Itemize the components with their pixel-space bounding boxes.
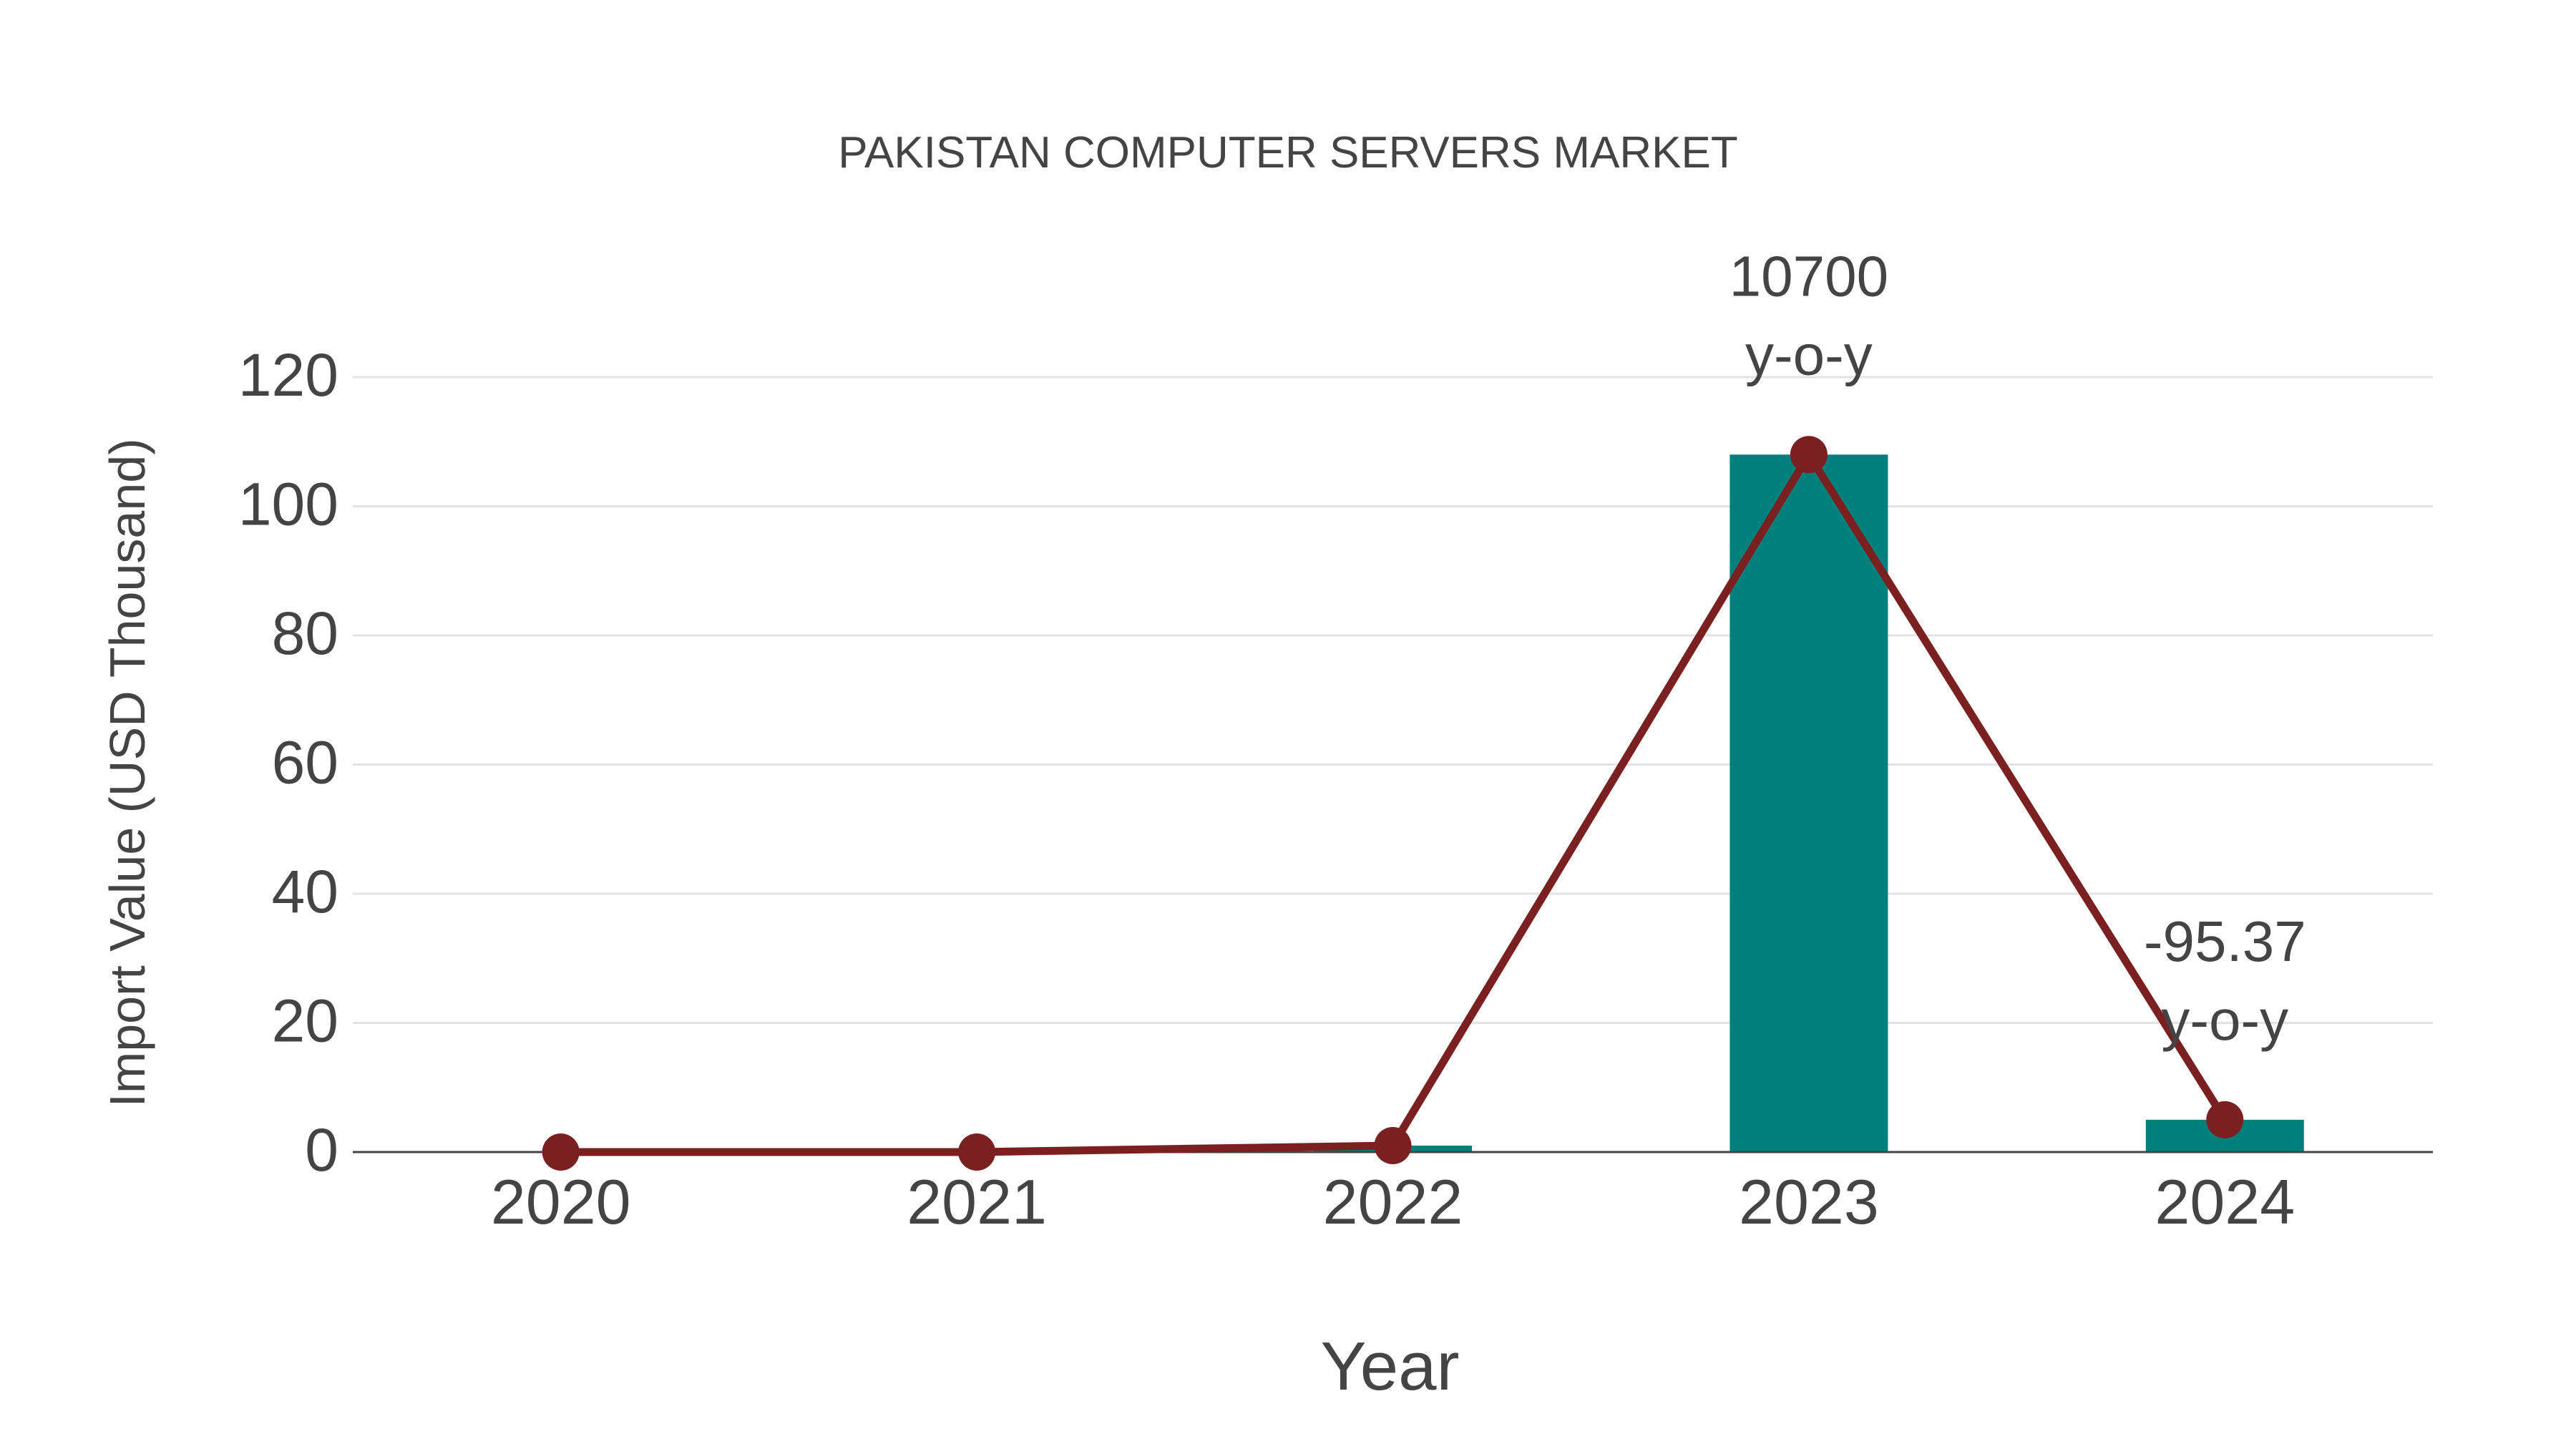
- x-axis-ticks: 2020 2021 2022 2023 2024: [491, 1166, 2295, 1237]
- bar-2023: [1729, 454, 1888, 1152]
- annotation-text: y-o-y: [2161, 988, 2288, 1052]
- bar-series: [1314, 454, 2304, 1152]
- x-axis-label: Year: [1320, 1328, 1460, 1405]
- annotation-text: -95.37: [2144, 909, 2306, 973]
- x-tick-label: 2022: [1323, 1166, 1463, 1237]
- x-tick-label: 2024: [2155, 1166, 2295, 1237]
- y-tick-label: 20: [272, 987, 338, 1055]
- trend-line: [560, 450, 2228, 1156]
- yoy-annotations: 10700 y-o-y -95.37 y-o-y: [1729, 244, 2306, 1052]
- y-tick-label: 40: [272, 858, 338, 925]
- annotation-text: 10700: [1729, 244, 1888, 308]
- y-axis-ticks: 0 20 40 60 80 100 120: [238, 341, 338, 1184]
- y-tick-label: 0: [305, 1116, 338, 1184]
- gridlines: [353, 376, 2433, 1024]
- trend-marker-2023: [1790, 436, 1828, 474]
- y-tick-label: 60: [272, 729, 338, 796]
- x-tick-label: 2023: [1739, 1166, 1879, 1237]
- x-tick-label: 2021: [907, 1166, 1047, 1237]
- y-tick-label: 80: [272, 600, 338, 667]
- trend-marker-2021: [958, 1133, 996, 1171]
- trend-marker-2022: [1374, 1126, 1412, 1164]
- trend-marker-2020: [542, 1133, 580, 1171]
- annotation-text: y-o-y: [1745, 323, 1873, 386]
- y-tick-label: 120: [238, 341, 338, 409]
- trend-line-series: [542, 436, 2244, 1171]
- trend-marker-2024: [2206, 1101, 2244, 1138]
- y-tick-label: 100: [238, 471, 338, 538]
- chart-title: PAKISTAN COMPUTER SERVERS MARKET: [838, 128, 1738, 177]
- x-tick-label: 2020: [491, 1166, 631, 1237]
